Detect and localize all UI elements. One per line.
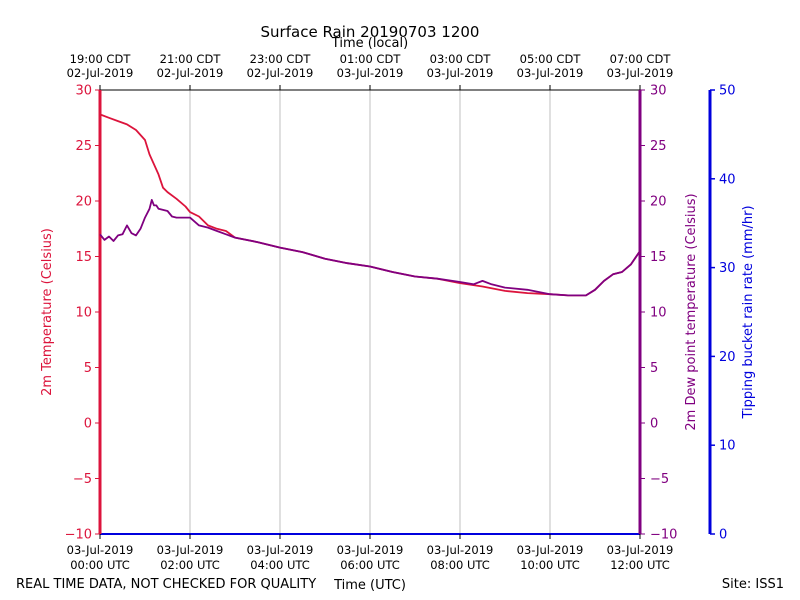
top-tick-time: 07:00 CDT bbox=[610, 52, 672, 66]
right-tick-label: 10 bbox=[650, 306, 667, 321]
top-tick-date: 02-Jul-2019 bbox=[67, 66, 134, 80]
right-tick-label: −5 bbox=[650, 472, 669, 487]
top-tick-date: 03-Jul-2019 bbox=[607, 66, 674, 80]
bottom-tick-date: 03-Jul-2019 bbox=[157, 543, 224, 557]
rain-axis-ticks: 50 40 30 20 10 0 bbox=[710, 84, 736, 543]
left-tick-label: 15 bbox=[75, 250, 92, 265]
top-tick-time: 05:00 CDT bbox=[520, 52, 582, 66]
top-tick-date: 02-Jul-2019 bbox=[247, 66, 314, 80]
top-tick-date: 03-Jul-2019 bbox=[517, 66, 584, 80]
right-tick-label: 30 bbox=[650, 84, 667, 99]
left-tick-label: 10 bbox=[75, 306, 92, 321]
site-label: Site: ISS1 bbox=[722, 577, 784, 592]
top-tick-time: 19:00 CDT bbox=[70, 52, 132, 66]
bottom-tick-time: 10:00 UTC bbox=[520, 558, 580, 572]
bottom-tick-date: 03-Jul-2019 bbox=[427, 543, 494, 557]
top-tick-date: 03-Jul-2019 bbox=[337, 66, 404, 80]
rain-tick-label: 10 bbox=[719, 439, 736, 454]
bottom-tick-date: 03-Jul-2019 bbox=[607, 543, 674, 557]
left-axis-ticks: 30 25 20 15 10 5 0 −5 −10 bbox=[65, 84, 100, 543]
left-tick-label: −10 bbox=[65, 528, 92, 543]
left-tick-label: 30 bbox=[75, 84, 92, 99]
vertical-grid bbox=[189, 90, 551, 534]
bottom-tick-time: 00:00 UTC bbox=[70, 558, 130, 572]
left-tick-label: 0 bbox=[84, 417, 92, 432]
chart-title: Surface Rain 20190703 1200 bbox=[261, 23, 480, 41]
bottom-tick-time: 08:00 UTC bbox=[430, 558, 490, 572]
left-tick-label: 25 bbox=[75, 139, 92, 154]
right-tick-label: 15 bbox=[650, 250, 667, 265]
left-tick-label: 20 bbox=[75, 195, 92, 210]
top-tick-time: 23:00 CDT bbox=[250, 52, 312, 66]
right-tick-label: 20 bbox=[650, 195, 667, 210]
top-tick-date: 02-Jul-2019 bbox=[157, 66, 224, 80]
right-tick-label: 25 bbox=[650, 139, 667, 154]
bottom-tick-time: 02:00 UTC bbox=[160, 558, 220, 572]
rain-tick-label: 20 bbox=[719, 350, 736, 365]
dewpoint-line bbox=[99, 198, 641, 297]
top-tick-time: 21:00 CDT bbox=[160, 52, 222, 66]
left-tick-label: 5 bbox=[84, 361, 92, 376]
bottom-tick-time: 04:00 UTC bbox=[250, 558, 310, 572]
top-axis-title: Time (local) bbox=[331, 36, 408, 51]
left-axis-label: 2m Temperature (Celsius) bbox=[40, 228, 55, 396]
right-axis-label: 2m Dew point temperature (Celsius) bbox=[684, 193, 699, 430]
bottom-tick-date: 03-Jul-2019 bbox=[67, 543, 134, 557]
plot-frame bbox=[98, 89, 712, 535]
bottom-tick-date: 03-Jul-2019 bbox=[517, 543, 584, 557]
top-tick-time: 01:00 CDT bbox=[340, 52, 402, 66]
left-tick-label: −5 bbox=[73, 472, 92, 487]
top-tick-time: 03:00 CDT bbox=[430, 52, 492, 66]
right-axis-ticks: 30 25 20 15 10 5 0 −5 −10 bbox=[640, 84, 677, 543]
bottom-tick-date: 03-Jul-2019 bbox=[337, 543, 404, 557]
rain-tick-label: 30 bbox=[719, 261, 736, 276]
right-tick-label: 5 bbox=[650, 361, 658, 376]
bottom-tick-date: 03-Jul-2019 bbox=[247, 543, 314, 557]
rain-tick-label: 40 bbox=[719, 172, 736, 187]
rain-tick-label: 50 bbox=[719, 84, 736, 99]
right-tick-label: −10 bbox=[650, 528, 677, 543]
series-layer bbox=[99, 113, 641, 297]
bottom-tick-time: 06:00 UTC bbox=[340, 558, 400, 572]
x-axis-label: Time (UTC) bbox=[333, 578, 406, 593]
quality-disclaimer: REAL TIME DATA, NOT CHECKED FOR QUALITY bbox=[16, 577, 316, 592]
bottom-tick-time: 12:00 UTC bbox=[610, 558, 670, 572]
rain-tick-label: 0 bbox=[719, 528, 727, 543]
rain-axis-label: Tipping bucket rain rate (mm/hr) bbox=[741, 205, 756, 419]
top-tick-date: 03-Jul-2019 bbox=[427, 66, 494, 80]
right-tick-label: 0 bbox=[650, 417, 658, 432]
